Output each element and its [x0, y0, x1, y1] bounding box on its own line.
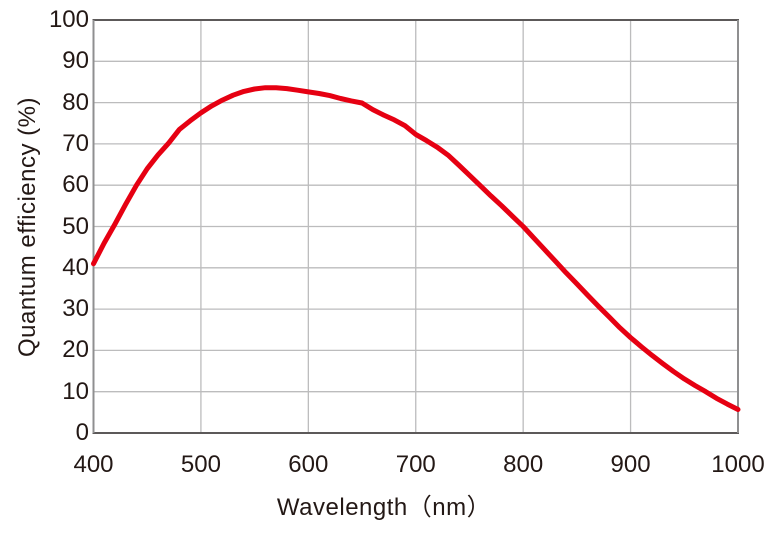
y-tick-label: 30	[62, 295, 89, 323]
x-tick-label: 1000	[711, 451, 765, 478]
x-tick-label: 500	[180, 451, 221, 478]
y-tick-label: 90	[62, 47, 89, 75]
y-tick-label: 0	[75, 419, 89, 446]
y-tick-label: 100	[48, 6, 89, 33]
x-tick-label: 800	[503, 451, 544, 478]
x-tick-label: 600	[288, 451, 329, 478]
x-axis-title: Wavelength（nm）	[276, 494, 492, 521]
y-tick-label: 40	[62, 253, 89, 281]
y-tick-label: 60	[62, 171, 89, 199]
y-axis-title: Quantum efficiency (%)	[14, 97, 41, 357]
qe-curve	[91, 85, 741, 412]
x-tick-label: 400	[73, 451, 114, 478]
y-tick-label: 50	[62, 212, 89, 240]
y-tick-label: 80	[62, 88, 89, 116]
y-tick-label: 70	[62, 129, 89, 157]
y-tick-label: 10	[62, 377, 89, 405]
x-tick-label: 900	[610, 451, 651, 478]
y-tick-label: 20	[62, 336, 89, 364]
x-tick-label: 700	[395, 451, 436, 478]
